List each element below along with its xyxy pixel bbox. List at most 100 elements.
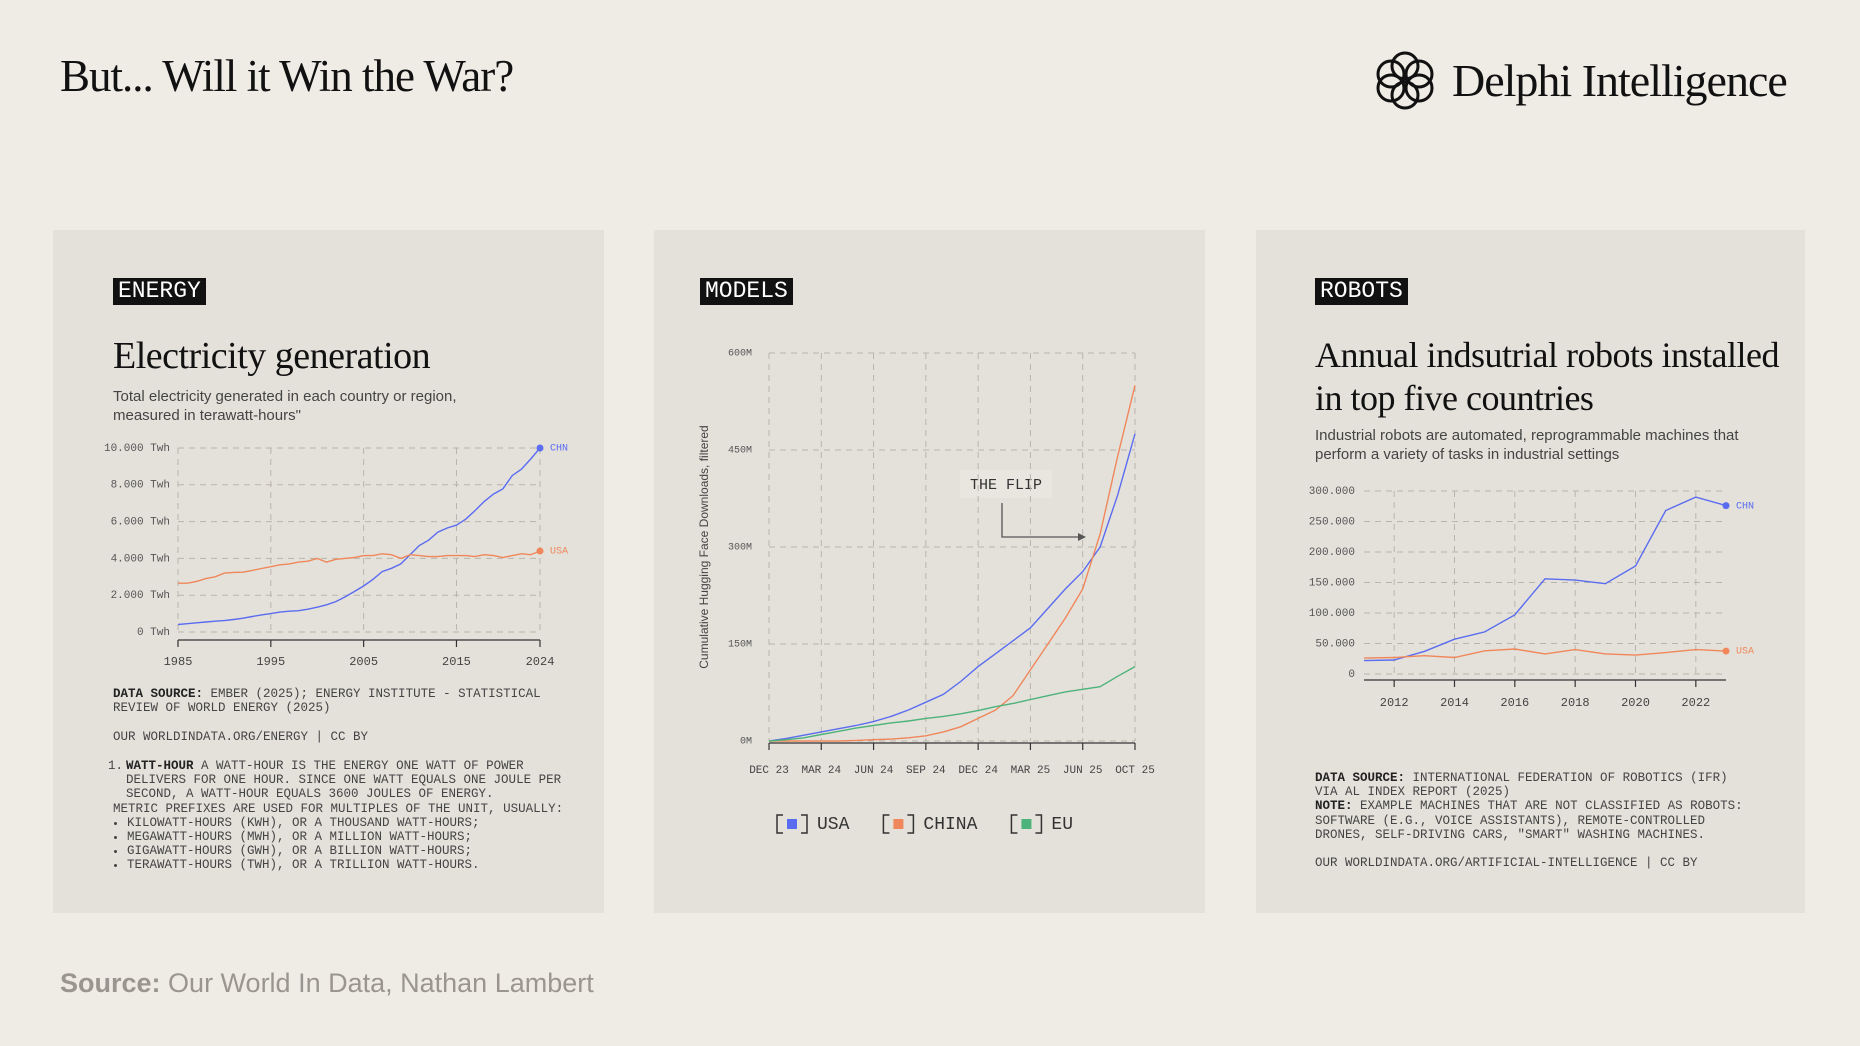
end-dot (536, 547, 544, 555)
footnote-body: WATT-HOUR A WATT-HOUR IS THE ENERGY ONE … (126, 759, 568, 802)
annotation-box (960, 470, 1052, 498)
legend-bracket (907, 814, 915, 834)
series-line (768, 665, 1136, 742)
y-tick-label: 10.000 Twh (104, 443, 170, 455)
series-line (768, 433, 1136, 742)
x-tick-label: 1995 (256, 655, 285, 669)
legend-bracket (776, 814, 783, 834)
end-dot (1722, 647, 1730, 655)
y-tick-label: 2.000 Twh (111, 590, 170, 602)
legend-label: USA (817, 815, 850, 835)
panel (53, 230, 604, 913)
note-label: NOTE: (1315, 799, 1353, 814)
series-line (177, 447, 541, 626)
panel-tag: MODELS (700, 278, 793, 305)
x-tick-label: MAR 25 (1011, 765, 1051, 777)
brand-name: Delphi Intelligence (1452, 55, 1788, 106)
x-tick-label: 2022 (1681, 696, 1710, 710)
series-line (769, 385, 1136, 742)
series-line (1363, 648, 1727, 659)
y-axis-label: Cumulative Hugging Face Downloads, filte… (697, 425, 711, 668)
chart-subtitle: Industrial robots are automated, reprogr… (1315, 427, 1739, 463)
footnote-intro: METRIC PREFIXES ARE USED FOR MULTIPLES O… (113, 801, 564, 816)
x-tick-label: 2014 (1440, 696, 1469, 710)
source-text: INTERNATIONAL FEDERATION OF ROBOTICS (IF… (1315, 771, 1728, 800)
x-tick-label: 2024 (526, 655, 555, 669)
y-tick-label: 6.000 Twh (111, 517, 170, 529)
series-label: CHN (1736, 501, 1754, 512)
y-tick-label: 200.000 (1309, 547, 1355, 559)
legend-swatch (893, 819, 904, 829)
y-tick-label: 8.000 Twh (111, 480, 170, 492)
legend-label: EU (1051, 815, 1073, 835)
x-tick-label: 2018 (1561, 696, 1590, 710)
legend-bracket (801, 814, 808, 834)
y-tick-label: 300.000 (1309, 486, 1355, 498)
source-url: OUR WORLDINDATA.ORG/ENERGY | CC BY (113, 730, 369, 744)
end-dot (1722, 502, 1730, 510)
legend-bracket (882, 814, 890, 834)
footnote-item: GIGAWATT-HOURS (GWH), OR A BILLION WATT-… (127, 844, 568, 858)
x-tick-label: DEC 24 (958, 765, 998, 777)
data-source: DATA SOURCE: EMBER (2025); ENERGY INSTIT… (113, 687, 563, 715)
x-tick-label: 2020 (1621, 696, 1650, 710)
annotation-arrowhead (1078, 533, 1086, 541)
footnote-item: MEGAWATT-HOURS (MWH), OR A MILLION WATT-… (127, 830, 568, 844)
x-tick-label: JUN 24 (854, 765, 894, 777)
legend-swatch (787, 819, 797, 829)
x-tick-label: 2015 (442, 655, 471, 669)
y-tick-label: 50.000 (1315, 638, 1355, 650)
y-tick-label: 0M (740, 737, 752, 748)
source-label: DATA SOURCE: (113, 687, 204, 701)
y-tick-label: 0 Twh (137, 627, 170, 639)
source-line: DATA SOURCE: INTERNATIONAL FEDERATION OF… (1315, 771, 1755, 799)
chart-title: Electricity generation (113, 335, 431, 377)
footnote: 1. WATT-HOUR A WATT-HOUR IS THE ENERGY ON… (108, 759, 568, 873)
chart-title: Annual indsutrial robots installed in to… (1315, 335, 1779, 418)
y-tick-label: 250.000 (1309, 516, 1355, 528)
footnote-term: WATT-HOUR (126, 759, 194, 773)
footnote-entry: 1. WATT-HOUR A WATT-HOUR IS THE ENERGY ON… (108, 759, 568, 802)
source-url: OUR WORLDINDATA.ORG/ARTIFICIAL-INTELLIGE… (1315, 856, 1698, 870)
source-label: DATA SOURCE: (1315, 771, 1406, 785)
footnote-list: KILOWATT-HOURS (KWH), OR A THOUSAND WATT… (113, 816, 568, 873)
note-text: EXAMPLE MACHINES THAT ARE NOT CLASSIFIED… (1315, 799, 1743, 842)
end-dot (536, 444, 544, 452)
series-line (178, 550, 541, 584)
panel (654, 230, 1205, 913)
footnote-text: A WATT-HOUR IS THE ENERGY ONE WATT OF PO… (126, 759, 562, 802)
legend-bracket (1035, 814, 1043, 834)
panel-tag: ROBOTS (1315, 278, 1408, 305)
annotation: THE FLIP (970, 477, 1042, 494)
page-source-label: Source: (60, 968, 161, 998)
panel-tag: ENERGY (113, 278, 206, 305)
legend-bracket (1010, 814, 1018, 834)
x-tick-label: OCT 25 (1115, 765, 1155, 777)
y-tick-label: 0 (1348, 669, 1355, 681)
y-tick-label: 300M (728, 543, 752, 554)
footnote-number: 1. (108, 759, 124, 773)
y-tick-label: 600M (728, 349, 752, 360)
annotation-arrow (1001, 503, 1083, 538)
x-tick-label: 2012 (1380, 696, 1409, 710)
x-tick-label: DEC 23 (749, 765, 789, 777)
page-title: But... Will it Win the War? (60, 51, 514, 101)
footnote-item: KILOWATT-HOURS (KWH), OR A THOUSAND WATT… (127, 816, 568, 830)
series-label: CHN (550, 444, 568, 455)
y-tick-label: 450M (728, 446, 752, 457)
note-line: NOTE: EXAMPLE MACHINES THAT ARE NOT CLAS… (1315, 799, 1755, 842)
page-source: Source: Our World In Data, Nathan Lamber… (60, 968, 594, 999)
legend-label: CHINA (923, 815, 977, 835)
page-source-text: Our World In Data, Nathan Lambert (168, 968, 594, 998)
y-tick-label: 150M (728, 640, 752, 651)
data-source: DATA SOURCE: INTERNATIONAL FEDERATION OF… (1315, 771, 1755, 842)
panel (1256, 230, 1805, 913)
y-tick-label: 100.000 (1309, 608, 1355, 620)
x-tick-label: JUN 25 (1063, 765, 1103, 777)
chart-subtitle: Total electricity generated in each coun… (113, 388, 457, 424)
brand-logo (1376, 51, 1434, 110)
source-text: EMBER (2025); ENERGY INSTITUTE - STATIST… (113, 687, 541, 716)
y-tick-label: 4.000 Twh (111, 553, 170, 565)
x-tick-label: 2005 (349, 655, 378, 669)
